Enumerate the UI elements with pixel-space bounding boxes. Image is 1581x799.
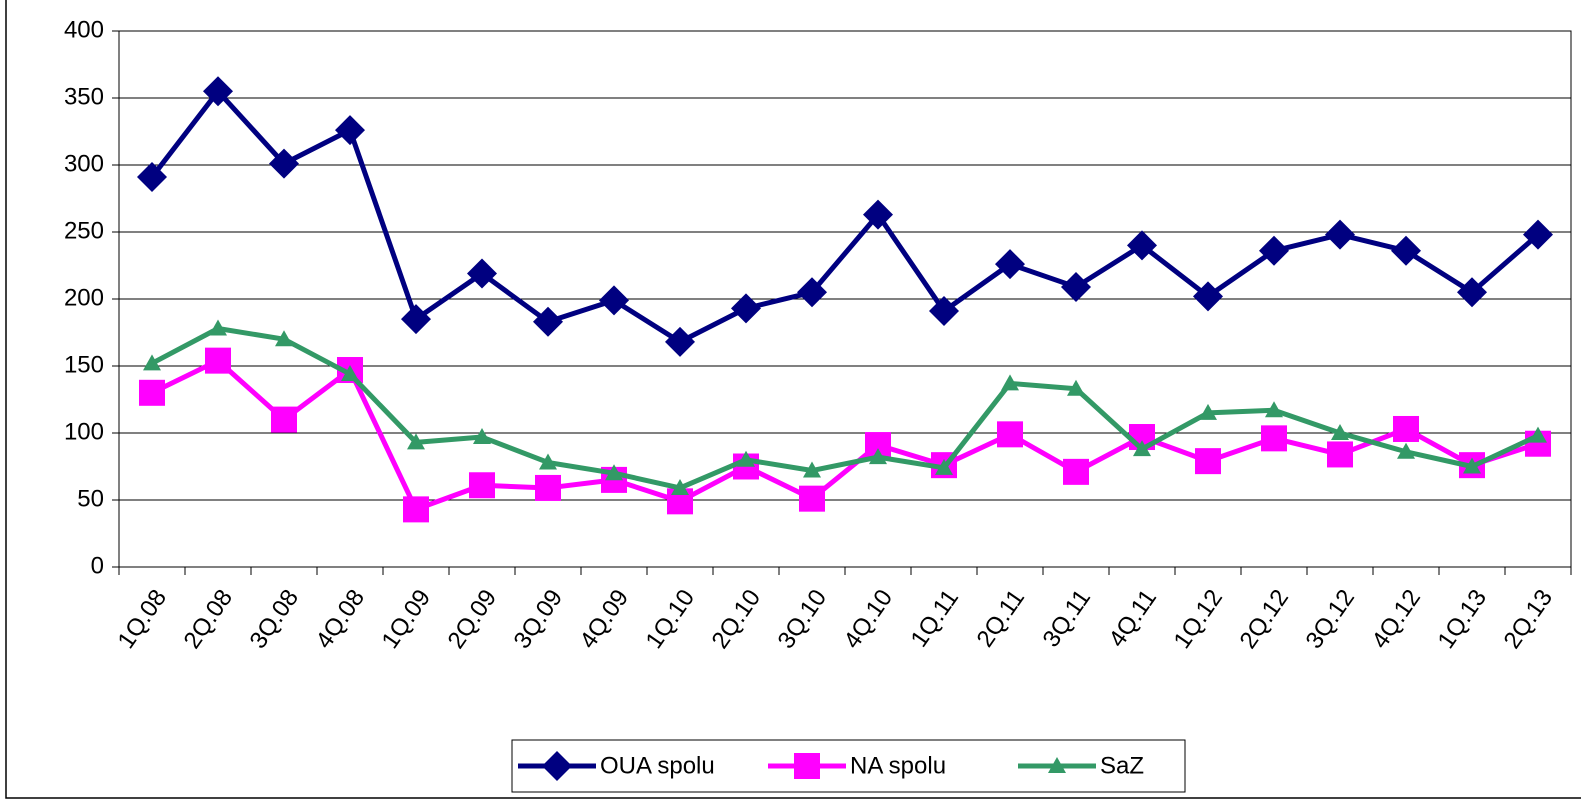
- legend-label: SaZ: [1100, 752, 1144, 779]
- plot-border: [118, 30, 1572, 568]
- point: [137, 162, 167, 193]
- y-tick-label: 200: [64, 284, 104, 311]
- point: [1523, 219, 1553, 250]
- point: [605, 464, 623, 481]
- point: [269, 148, 299, 179]
- y-tick-label: 350: [64, 83, 104, 110]
- legend: [511, 739, 1186, 793]
- point: [1265, 401, 1283, 418]
- point: [469, 472, 495, 499]
- y-tick-label: 250: [64, 217, 104, 244]
- point: [1259, 235, 1289, 266]
- point: [1261, 425, 1287, 452]
- point: [205, 347, 231, 374]
- point: [731, 293, 761, 324]
- series-line: [150, 325, 1540, 491]
- point: [665, 326, 695, 357]
- point: [799, 485, 825, 512]
- y-tick-label: 150: [64, 351, 104, 378]
- point: [599, 285, 629, 316]
- point: [995, 249, 1025, 280]
- legend-marker: [542, 751, 572, 781]
- point: [1133, 440, 1151, 457]
- point: [1195, 448, 1221, 475]
- point: [1457, 277, 1487, 308]
- point: [473, 428, 491, 445]
- point: [1199, 403, 1217, 420]
- legend-label: NA spolu: [850, 752, 946, 779]
- point: [341, 365, 359, 382]
- legend-label: OUA spolu: [600, 752, 715, 779]
- point: [467, 258, 497, 289]
- point: [1127, 230, 1157, 261]
- point: [863, 199, 893, 230]
- chart-frame: [5, 0, 1581, 799]
- point: [1391, 235, 1421, 266]
- point: [539, 453, 557, 470]
- point: [1325, 219, 1355, 250]
- point: [209, 319, 227, 336]
- y-tick-label: 300: [64, 150, 104, 177]
- point: [1067, 379, 1085, 396]
- point: [1463, 457, 1481, 474]
- point: [869, 448, 887, 465]
- point: [803, 461, 821, 478]
- y-tick-label: 50: [77, 485, 104, 512]
- point: [997, 421, 1023, 448]
- series-line: [150, 358, 1539, 512]
- point: [203, 76, 233, 107]
- point: [407, 433, 425, 450]
- point: [403, 496, 429, 523]
- y-tick-label: 0: [91, 552, 104, 579]
- point: [1331, 424, 1349, 440]
- point: [1061, 271, 1091, 302]
- point: [1001, 374, 1019, 391]
- point: [671, 478, 689, 495]
- point: [139, 379, 165, 406]
- point: [1327, 441, 1353, 468]
- legend-marker: [1048, 757, 1066, 773]
- point: [935, 458, 953, 475]
- point: [535, 474, 561, 501]
- point: [1393, 415, 1419, 442]
- point: [797, 277, 827, 308]
- point: [929, 296, 959, 327]
- y-tick-label: 100: [64, 418, 104, 445]
- point: [143, 354, 161, 371]
- point: [1529, 426, 1547, 443]
- point: [1397, 442, 1415, 459]
- point: [737, 450, 755, 467]
- point: [533, 306, 563, 337]
- series-line: [150, 88, 1540, 345]
- point: [401, 304, 431, 335]
- legend-marker: [794, 753, 820, 779]
- point: [335, 115, 365, 146]
- point: [1063, 458, 1089, 485]
- y-tick-label: 400: [64, 16, 104, 43]
- point: [275, 330, 293, 347]
- point: [1193, 281, 1223, 312]
- point: [271, 406, 297, 433]
